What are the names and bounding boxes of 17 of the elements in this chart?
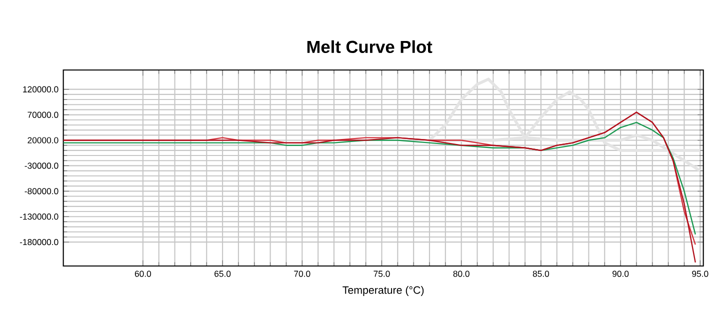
x-tick-label: 65.0 bbox=[214, 270, 231, 277]
x-tick-label: 85.0 bbox=[532, 270, 550, 277]
x-tick-label: 75.0 bbox=[374, 270, 390, 277]
x-tick-label: 70.0 bbox=[294, 270, 310, 277]
x-tick-label: 95.0 bbox=[692, 270, 708, 277]
y-tick-label: -30000.0 bbox=[24, 162, 58, 169]
chart-title: Melt Curve Plot bbox=[307, 40, 432, 54]
x-tick-label: 60.0 bbox=[134, 270, 152, 277]
y-tick-label: 20000.0 bbox=[28, 137, 58, 144]
y-tick-label: -80000.0 bbox=[24, 188, 58, 194]
x-tick-label: 80.0 bbox=[453, 270, 470, 277]
y-tick-label: 70000.0 bbox=[28, 112, 58, 118]
y-tick-label: -180000.0 bbox=[20, 239, 58, 246]
x-tick-label: 90.0 bbox=[612, 270, 629, 277]
x-axis-title: Temperature (°C) bbox=[342, 286, 424, 296]
y-tick-label: -130000.0 bbox=[20, 214, 58, 220]
y-tick-label: 120000.0 bbox=[23, 86, 58, 92]
